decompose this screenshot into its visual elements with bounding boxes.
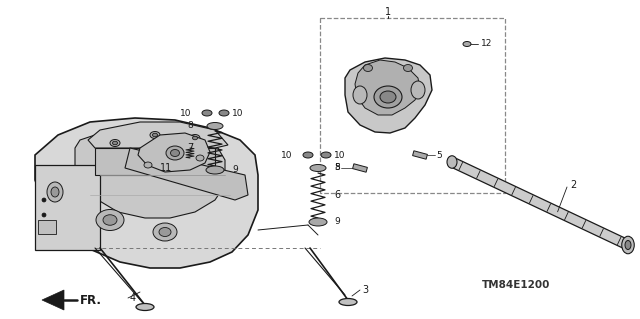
Polygon shape	[353, 164, 367, 172]
Ellipse shape	[159, 227, 171, 236]
Bar	[35, 165, 100, 250]
Polygon shape	[345, 58, 432, 133]
Polygon shape	[35, 118, 258, 268]
Ellipse shape	[103, 215, 117, 225]
Polygon shape	[450, 158, 630, 249]
Ellipse shape	[353, 86, 367, 104]
Ellipse shape	[206, 166, 224, 174]
Ellipse shape	[47, 182, 63, 202]
Ellipse shape	[51, 187, 59, 197]
Ellipse shape	[190, 135, 200, 142]
Ellipse shape	[42, 198, 46, 202]
Text: FR.: FR.	[80, 293, 102, 307]
Ellipse shape	[42, 213, 46, 217]
Ellipse shape	[309, 218, 327, 226]
Text: 10: 10	[179, 108, 191, 117]
Ellipse shape	[621, 236, 634, 254]
Text: 10: 10	[232, 108, 243, 117]
Ellipse shape	[321, 152, 331, 158]
Ellipse shape	[207, 122, 223, 130]
Polygon shape	[75, 127, 225, 218]
Text: 5: 5	[334, 164, 340, 173]
Text: 1: 1	[385, 7, 391, 17]
Ellipse shape	[152, 133, 157, 137]
Ellipse shape	[96, 210, 124, 231]
Text: 10: 10	[280, 151, 292, 160]
Ellipse shape	[153, 223, 177, 241]
Polygon shape	[125, 148, 248, 200]
Ellipse shape	[166, 146, 184, 160]
Ellipse shape	[113, 141, 118, 145]
Text: 5: 5	[436, 151, 442, 160]
Polygon shape	[88, 122, 228, 148]
Text: 9: 9	[232, 166, 237, 174]
Ellipse shape	[374, 86, 402, 108]
Bar	[38, 220, 56, 234]
Ellipse shape	[303, 152, 313, 158]
Text: 11: 11	[160, 163, 172, 173]
Bar	[320, 18, 505, 193]
Ellipse shape	[136, 303, 154, 310]
Ellipse shape	[202, 110, 212, 116]
Text: 9: 9	[334, 218, 340, 226]
Ellipse shape	[310, 165, 326, 172]
Ellipse shape	[625, 241, 631, 249]
Ellipse shape	[380, 91, 396, 103]
Text: TM84E1200: TM84E1200	[482, 280, 550, 290]
Text: 4: 4	[130, 293, 136, 303]
Text: 7: 7	[187, 143, 193, 153]
Polygon shape	[42, 290, 64, 310]
Ellipse shape	[403, 64, 413, 71]
Polygon shape	[95, 148, 215, 175]
Ellipse shape	[193, 136, 198, 140]
Text: 6: 6	[334, 190, 340, 200]
Ellipse shape	[196, 155, 204, 161]
Text: 12: 12	[481, 40, 492, 48]
Ellipse shape	[411, 81, 425, 99]
Ellipse shape	[150, 131, 160, 138]
Ellipse shape	[364, 64, 372, 71]
Ellipse shape	[463, 41, 471, 47]
Ellipse shape	[144, 162, 152, 168]
Text: 8: 8	[188, 122, 193, 130]
Polygon shape	[413, 151, 428, 159]
Polygon shape	[355, 60, 420, 115]
Ellipse shape	[219, 110, 229, 116]
Polygon shape	[138, 133, 210, 172]
Text: 10: 10	[334, 151, 346, 160]
Ellipse shape	[170, 150, 179, 157]
Ellipse shape	[447, 156, 457, 168]
Text: 8: 8	[334, 164, 340, 173]
Text: 2: 2	[570, 180, 576, 190]
Ellipse shape	[110, 139, 120, 146]
Ellipse shape	[339, 299, 357, 306]
Text: 3: 3	[362, 285, 368, 295]
